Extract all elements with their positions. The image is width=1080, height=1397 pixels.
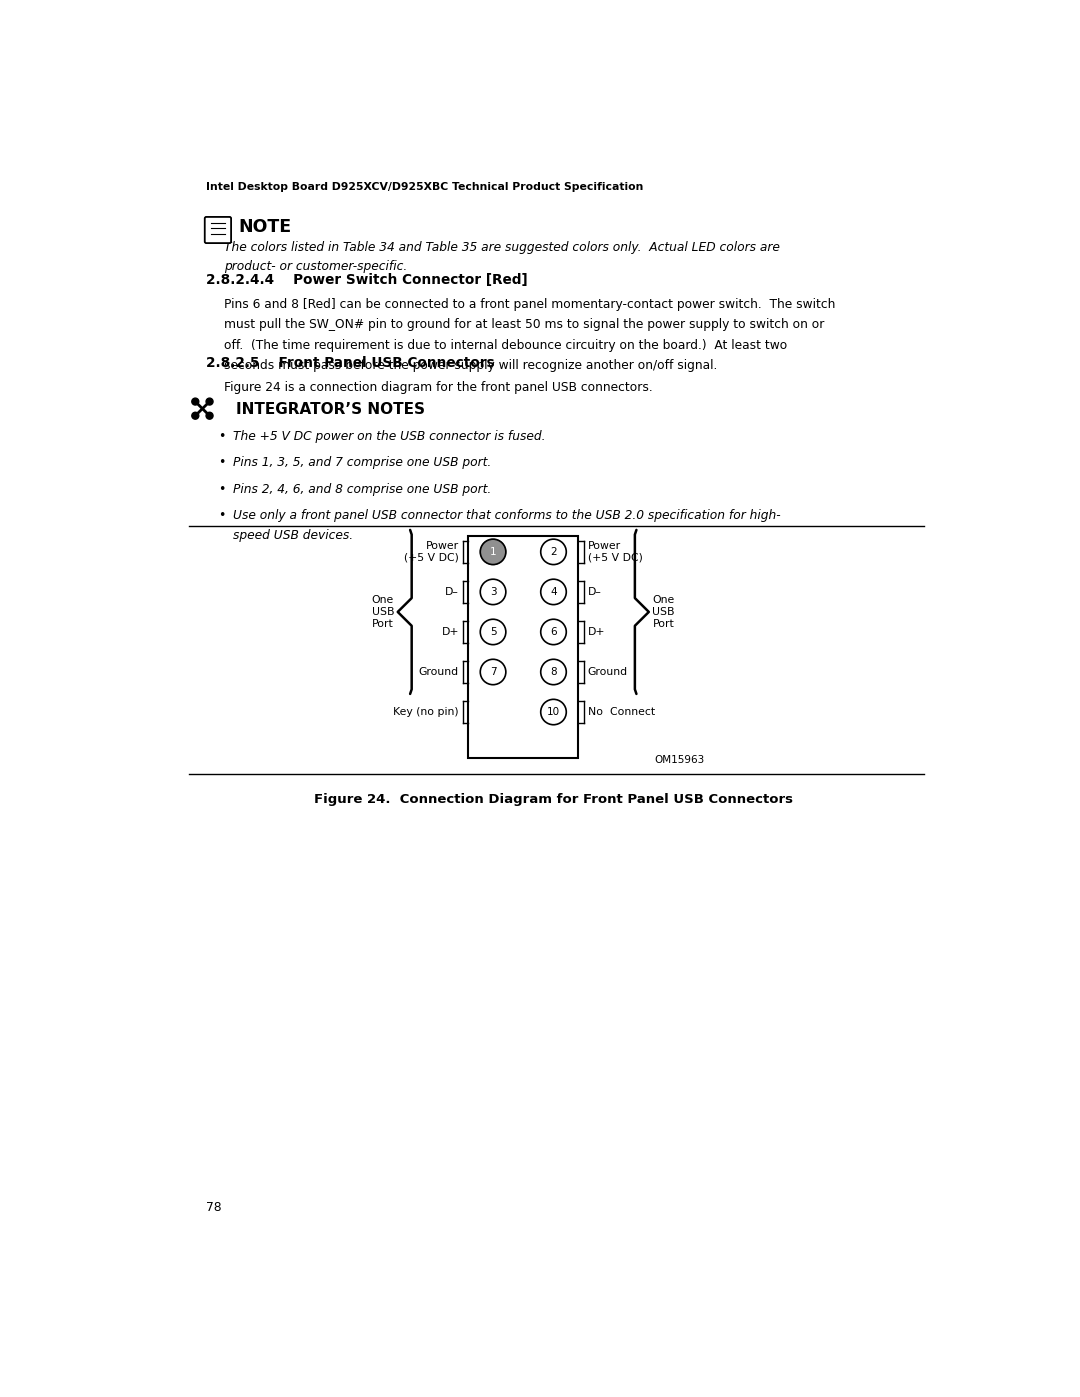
Text: •: • bbox=[218, 509, 226, 521]
Text: off.  (The time requirement is due to internal debounce circuitry on the board.): off. (The time requirement is due to int… bbox=[225, 338, 787, 352]
Circle shape bbox=[481, 659, 505, 685]
Text: Pins 2, 4, 6, and 8 comprise one USB port.: Pins 2, 4, 6, and 8 comprise one USB por… bbox=[233, 482, 491, 496]
Circle shape bbox=[541, 539, 566, 564]
Text: D+: D+ bbox=[442, 627, 459, 637]
Circle shape bbox=[481, 580, 505, 605]
Circle shape bbox=[192, 398, 199, 405]
Text: 1: 1 bbox=[489, 546, 497, 557]
Text: •: • bbox=[218, 457, 226, 469]
Text: The colors listed in Table 34 and Table 35 are suggested colors only.  Actual LE: The colors listed in Table 34 and Table … bbox=[225, 240, 780, 254]
Text: Key (no pin): Key (no pin) bbox=[393, 707, 459, 717]
Text: Figure 24 is a connection diagram for the front panel USB connectors.: Figure 24 is a connection diagram for th… bbox=[225, 381, 653, 394]
Text: •: • bbox=[218, 482, 226, 496]
Text: Ground: Ground bbox=[419, 666, 459, 678]
Text: One
USB
Port: One USB Port bbox=[372, 595, 394, 629]
Circle shape bbox=[541, 659, 566, 685]
Text: D–: D– bbox=[445, 587, 459, 597]
Text: No  Connect: No Connect bbox=[588, 707, 654, 717]
Circle shape bbox=[541, 700, 566, 725]
Text: D–: D– bbox=[588, 587, 602, 597]
Text: 4: 4 bbox=[550, 587, 557, 597]
Text: One
USB
Port: One USB Port bbox=[652, 595, 675, 629]
Text: OM15963: OM15963 bbox=[654, 756, 704, 766]
Text: must pull the SW_ON# pin to ground for at least 50 ms to signal the power supply: must pull the SW_ON# pin to ground for a… bbox=[225, 319, 824, 331]
Circle shape bbox=[481, 619, 505, 644]
Text: 3: 3 bbox=[489, 587, 497, 597]
Text: •: • bbox=[218, 430, 226, 443]
Text: Ground: Ground bbox=[588, 666, 627, 678]
Text: D+: D+ bbox=[588, 627, 605, 637]
Text: 6: 6 bbox=[550, 627, 557, 637]
Bar bbox=[469, 536, 578, 759]
Text: Figure 24.  Connection Diagram for Front Panel USB Connectors: Figure 24. Connection Diagram for Front … bbox=[314, 793, 793, 806]
Text: 2: 2 bbox=[550, 546, 557, 557]
Circle shape bbox=[481, 539, 505, 564]
Circle shape bbox=[206, 398, 213, 405]
Text: 8: 8 bbox=[550, 666, 557, 678]
Text: Use only a front panel USB connector that conforms to the USB 2.0 specification : Use only a front panel USB connector tha… bbox=[233, 509, 781, 521]
Text: NOTE: NOTE bbox=[239, 218, 292, 236]
Text: 10: 10 bbox=[546, 707, 561, 717]
Text: Power
(+5 V DC): Power (+5 V DC) bbox=[404, 541, 459, 563]
Text: Power
(+5 V DC): Power (+5 V DC) bbox=[588, 541, 643, 563]
Circle shape bbox=[192, 412, 199, 419]
Text: The +5 V DC power on the USB connector is fused.: The +5 V DC power on the USB connector i… bbox=[233, 430, 545, 443]
Text: product- or customer-specific.: product- or customer-specific. bbox=[225, 260, 407, 272]
Circle shape bbox=[541, 580, 566, 605]
Text: Pins 6 and 8 [Red] can be connected to a front panel momentary-contact power swi: Pins 6 and 8 [Red] can be connected to a… bbox=[225, 298, 836, 310]
Text: 5: 5 bbox=[489, 627, 497, 637]
Text: 7: 7 bbox=[489, 666, 497, 678]
FancyBboxPatch shape bbox=[205, 217, 231, 243]
Text: 78: 78 bbox=[206, 1201, 221, 1214]
Text: Pins 1, 3, 5, and 7 comprise one USB port.: Pins 1, 3, 5, and 7 comprise one USB por… bbox=[233, 457, 491, 469]
Circle shape bbox=[541, 619, 566, 644]
Text: speed USB devices.: speed USB devices. bbox=[233, 529, 353, 542]
Text: 2.8.2.5    Front Panel USB Connectors: 2.8.2.5 Front Panel USB Connectors bbox=[206, 356, 495, 370]
Text: Intel Desktop Board D925XCV/D925XBC Technical Product Specification: Intel Desktop Board D925XCV/D925XBC Tech… bbox=[206, 182, 644, 193]
Text: 2.8.2.4.4    Power Switch Connector [Red]: 2.8.2.4.4 Power Switch Connector [Red] bbox=[206, 274, 528, 288]
Text: seconds must pass before the power supply will recognize another on/off signal.: seconds must pass before the power suppl… bbox=[225, 359, 717, 372]
Text: INTEGRATOR’S NOTES: INTEGRATOR’S NOTES bbox=[235, 402, 424, 418]
Circle shape bbox=[206, 412, 213, 419]
